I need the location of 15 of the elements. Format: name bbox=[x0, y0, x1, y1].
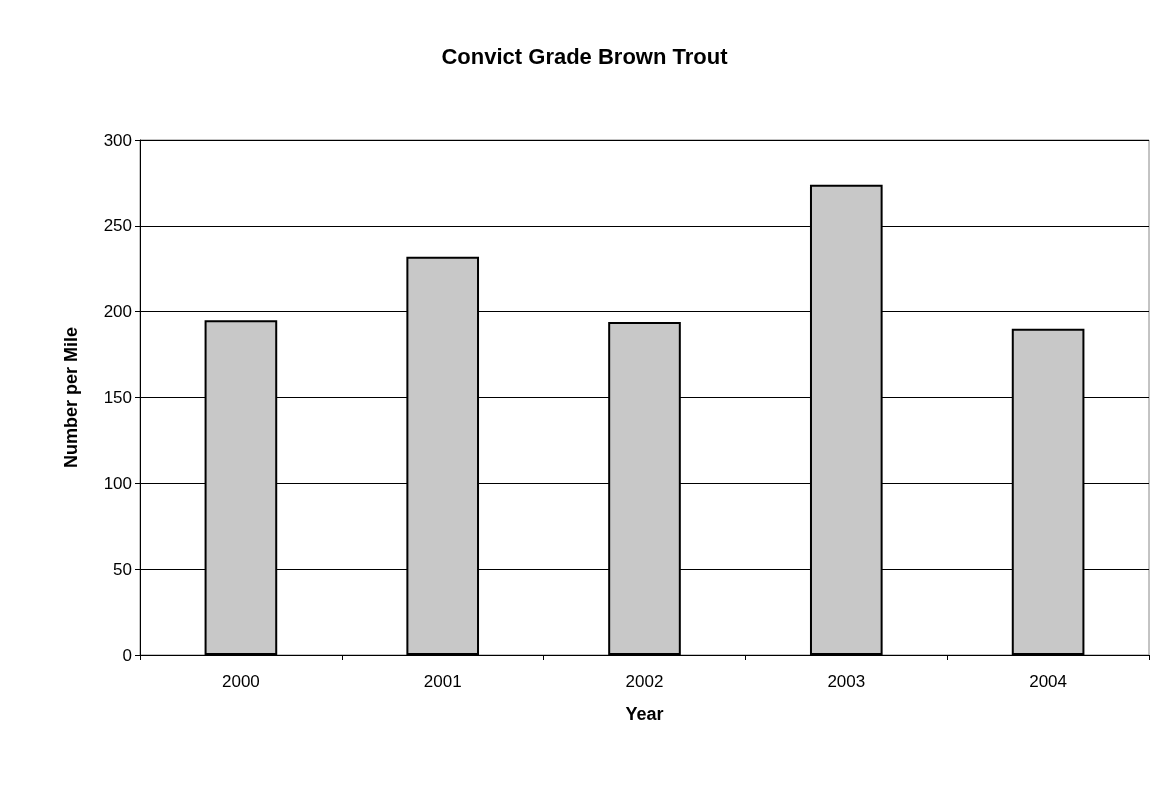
y-tick-label: 200 bbox=[103, 302, 132, 322]
y-tick-label: 250 bbox=[103, 216, 132, 236]
x-tick-label: 2002 bbox=[625, 672, 664, 691]
y-tick-label: 100 bbox=[103, 473, 132, 493]
chart-title: Convict Grade Brown Trout bbox=[441, 43, 729, 69]
x-axis-title: Year bbox=[625, 704, 664, 724]
x-tick-label: 2004 bbox=[1029, 672, 1068, 691]
y-tick-label: 50 bbox=[113, 559, 132, 579]
x-tick-label: 2003 bbox=[827, 672, 866, 691]
y-tick-label: 150 bbox=[103, 388, 132, 407]
x-tick-label: 2000 bbox=[221, 672, 260, 691]
y-tick-label: 300 bbox=[103, 130, 132, 150]
x-tick-label: 2001 bbox=[423, 672, 462, 691]
y-tick-label: 0 bbox=[122, 645, 132, 665]
y-axis-title: Number per Mile bbox=[61, 326, 81, 469]
